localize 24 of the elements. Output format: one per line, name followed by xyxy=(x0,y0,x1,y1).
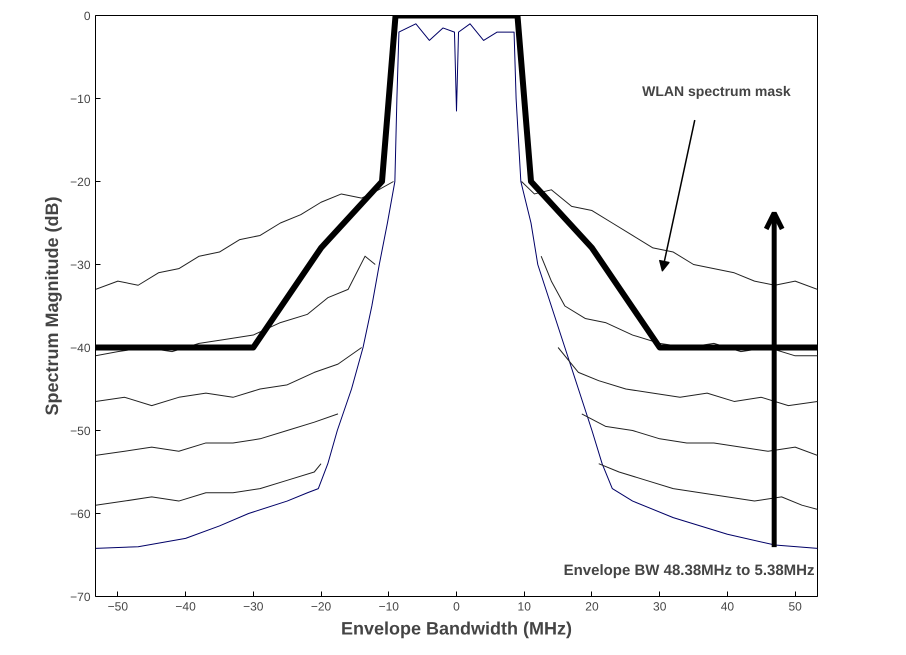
y-tick-label: −10 xyxy=(70,92,91,106)
x-tick-label: 0 xyxy=(453,600,460,614)
x-tick-label: −30 xyxy=(243,600,264,614)
annotation: Envelope BW 48.38MHz to 5.38MHz xyxy=(564,562,815,579)
y-tick-label: −60 xyxy=(70,507,91,521)
y-tick-label: −70 xyxy=(70,590,91,604)
x-tick-label: −10 xyxy=(378,600,400,614)
x-tick-label: 20 xyxy=(585,600,599,614)
y-axis-title: Spectrum Magnitude (dB) xyxy=(42,196,62,416)
y-tick-label: −50 xyxy=(70,424,91,438)
line-series xyxy=(96,23,818,549)
y-tick-label: −30 xyxy=(70,258,91,272)
y-tick-label: −40 xyxy=(70,341,91,355)
x-tick-label: −20 xyxy=(310,600,332,614)
x-tick-label: −50 xyxy=(108,600,128,614)
y-tick-label: −20 xyxy=(70,175,91,189)
x-tick-label: 10 xyxy=(518,600,532,614)
x-tick-label: 40 xyxy=(720,600,734,614)
x-tick-label: 30 xyxy=(653,600,667,614)
text: WLAN spectrum mask xyxy=(642,83,791,100)
x-tick-label: 50 xyxy=(788,600,802,614)
x-axis-title: Envelope Bandwidth (MHz) xyxy=(341,618,572,638)
y-tick-label: 0 xyxy=(84,9,91,23)
x-tick-label: −40 xyxy=(175,600,196,614)
